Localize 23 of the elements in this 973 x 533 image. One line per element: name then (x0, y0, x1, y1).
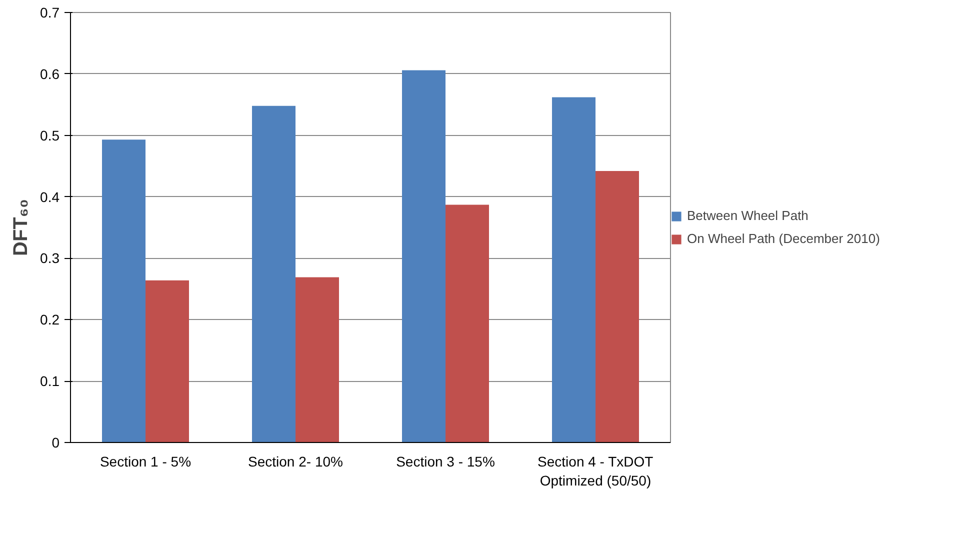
bar (146, 280, 189, 442)
legend-label: On Wheel Path (December 2010) (687, 231, 880, 246)
x-tick-label: Section 4 - TxDOT Optimized (50/50) (538, 454, 654, 489)
y-axis-title: DFT₆₀ (10, 199, 32, 256)
y-tick-label: 0.2 (40, 312, 60, 328)
y-tick-label: 0.1 (40, 373, 60, 390)
bar (402, 70, 446, 442)
y-tick-label: 0 (52, 434, 60, 450)
legend-label: Between Wheel Path (687, 208, 808, 223)
y-tick-label: 0.5 (40, 127, 60, 144)
bar (252, 106, 296, 442)
bar (552, 97, 596, 442)
x-tick-label: Section 3 - 15% (396, 454, 495, 470)
y-tick-label: 0.7 (40, 4, 60, 20)
bar (446, 204, 489, 442)
y-tick-label: 0.6 (40, 66, 60, 82)
y-tick-label: 0.4 (40, 188, 60, 205)
y-tick-label: 0.3 (40, 250, 60, 266)
bar (296, 277, 339, 442)
x-tick-label: Section 1 - 5% (100, 454, 192, 470)
x-tick-label: Section 2- 10% (248, 454, 343, 470)
bar (596, 170, 639, 442)
bar (102, 140, 146, 442)
